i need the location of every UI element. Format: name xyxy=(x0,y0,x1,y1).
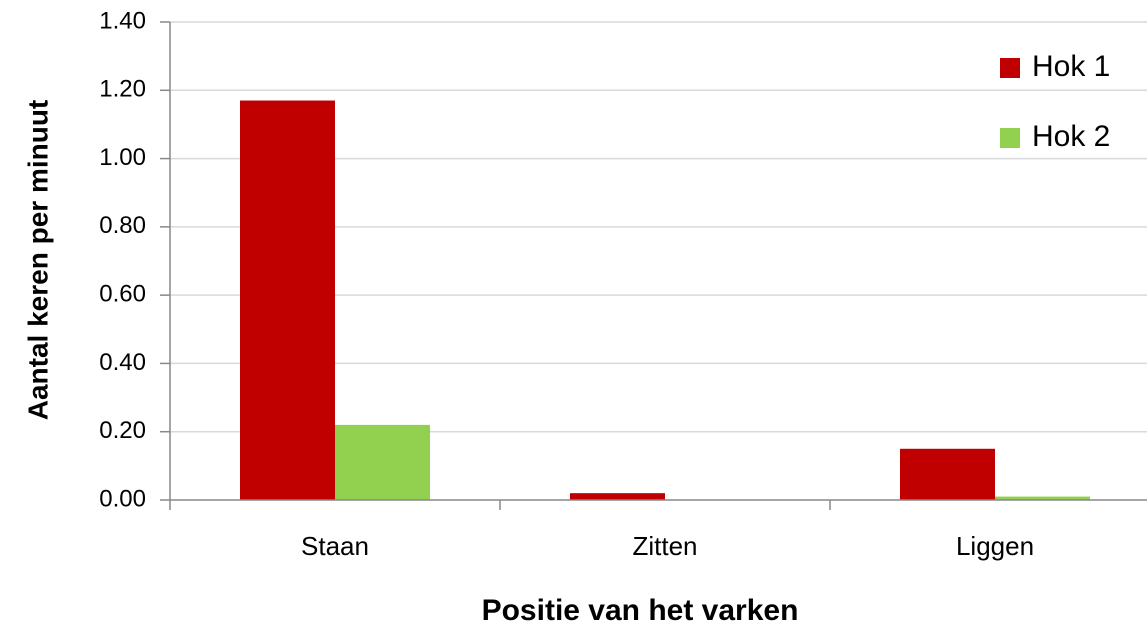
bar xyxy=(900,448,995,500)
bar xyxy=(995,496,1090,500)
bar xyxy=(335,424,430,500)
legend-swatch xyxy=(1000,128,1020,148)
x-tick-label: Staan xyxy=(301,531,369,561)
bar xyxy=(570,493,665,500)
y-tick-label: 1.20 xyxy=(99,76,146,103)
legend-label: Hok 1 xyxy=(1032,50,1110,83)
y-axis-title: Aantal keren per minuut xyxy=(22,100,53,421)
y-tick-label: 0.00 xyxy=(99,485,146,512)
x-tick-label: Zitten xyxy=(632,531,697,561)
y-tick-label: 1.00 xyxy=(99,144,146,171)
x-tick-label: Liggen xyxy=(956,531,1034,561)
y-tick-label: 0.40 xyxy=(99,349,146,376)
y-tick-label: 0.20 xyxy=(99,417,146,444)
legend-swatch xyxy=(1000,58,1020,78)
x-axis-title: Positie van het varken xyxy=(482,594,799,627)
bar xyxy=(240,100,335,501)
y-tick-label: 0.60 xyxy=(99,280,146,307)
y-tick-label: 0.80 xyxy=(99,212,146,239)
legend-label: Hok 2 xyxy=(1032,120,1110,153)
y-tick-label: 1.40 xyxy=(99,7,146,34)
